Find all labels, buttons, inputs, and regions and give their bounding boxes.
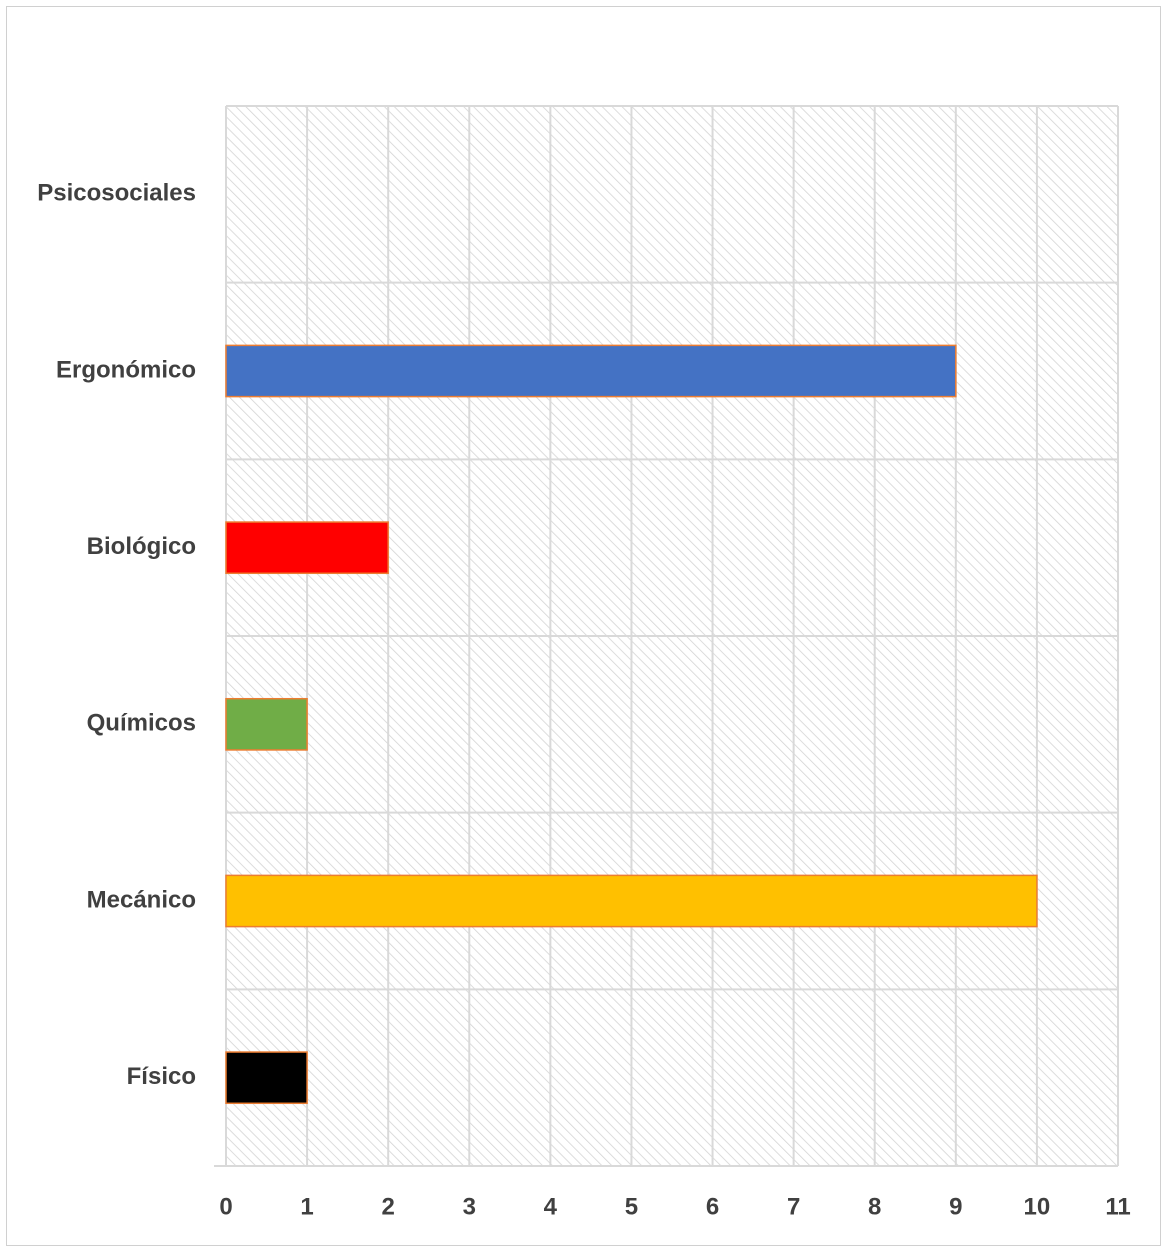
x-tick-label: 5	[625, 1193, 638, 1220]
bar	[225, 874, 1038, 928]
x-tick-label: 6	[706, 1193, 719, 1220]
bar	[225, 1051, 308, 1105]
category-label: Ergonómico	[56, 356, 196, 383]
category-label: Biológico	[87, 533, 196, 560]
x-tick-label: 8	[868, 1193, 881, 1220]
x-tick-label: 11	[1105, 1193, 1130, 1220]
category-label: Físico	[127, 1063, 196, 1090]
x-tick-label: 7	[787, 1193, 800, 1220]
value-axis: 0 1 2 3 4 5 6 7 8 9 10 11	[219, 1193, 1130, 1220]
category-axis: Físico Mecánico Químicos Biológico Ergonómic…	[37, 180, 196, 1090]
x-tick-label: 9	[949, 1193, 962, 1220]
bar	[225, 344, 957, 398]
category-label: Mecánico	[87, 886, 196, 913]
category-label: Químicos	[87, 710, 196, 737]
bar	[225, 521, 389, 575]
gridlines	[214, 105, 1119, 1167]
x-tick-label: 1	[300, 1193, 313, 1220]
bar	[225, 697, 308, 751]
category-label: Psicosociales	[37, 180, 196, 207]
x-tick-label: 0	[219, 1193, 232, 1220]
x-tick-label: 4	[544, 1193, 558, 1220]
x-tick-label: 10	[1024, 1193, 1051, 1220]
bars	[225, 344, 1038, 1105]
x-tick-label: 3	[463, 1193, 476, 1220]
x-tick-label: 2	[382, 1193, 395, 1220]
